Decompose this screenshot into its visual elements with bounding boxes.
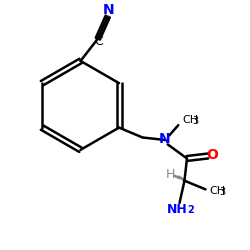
- Text: NH: NH: [167, 202, 188, 215]
- Text: 3: 3: [192, 116, 198, 126]
- Text: N: N: [159, 132, 170, 146]
- Text: O: O: [206, 148, 218, 162]
- Text: CH: CH: [182, 115, 198, 125]
- Text: 3: 3: [219, 187, 225, 197]
- Text: CH: CH: [209, 186, 225, 196]
- Polygon shape: [178, 176, 184, 182]
- Text: N: N: [103, 3, 115, 17]
- Text: H: H: [166, 168, 175, 181]
- Text: C: C: [95, 35, 104, 48]
- Text: 2: 2: [187, 205, 194, 215]
